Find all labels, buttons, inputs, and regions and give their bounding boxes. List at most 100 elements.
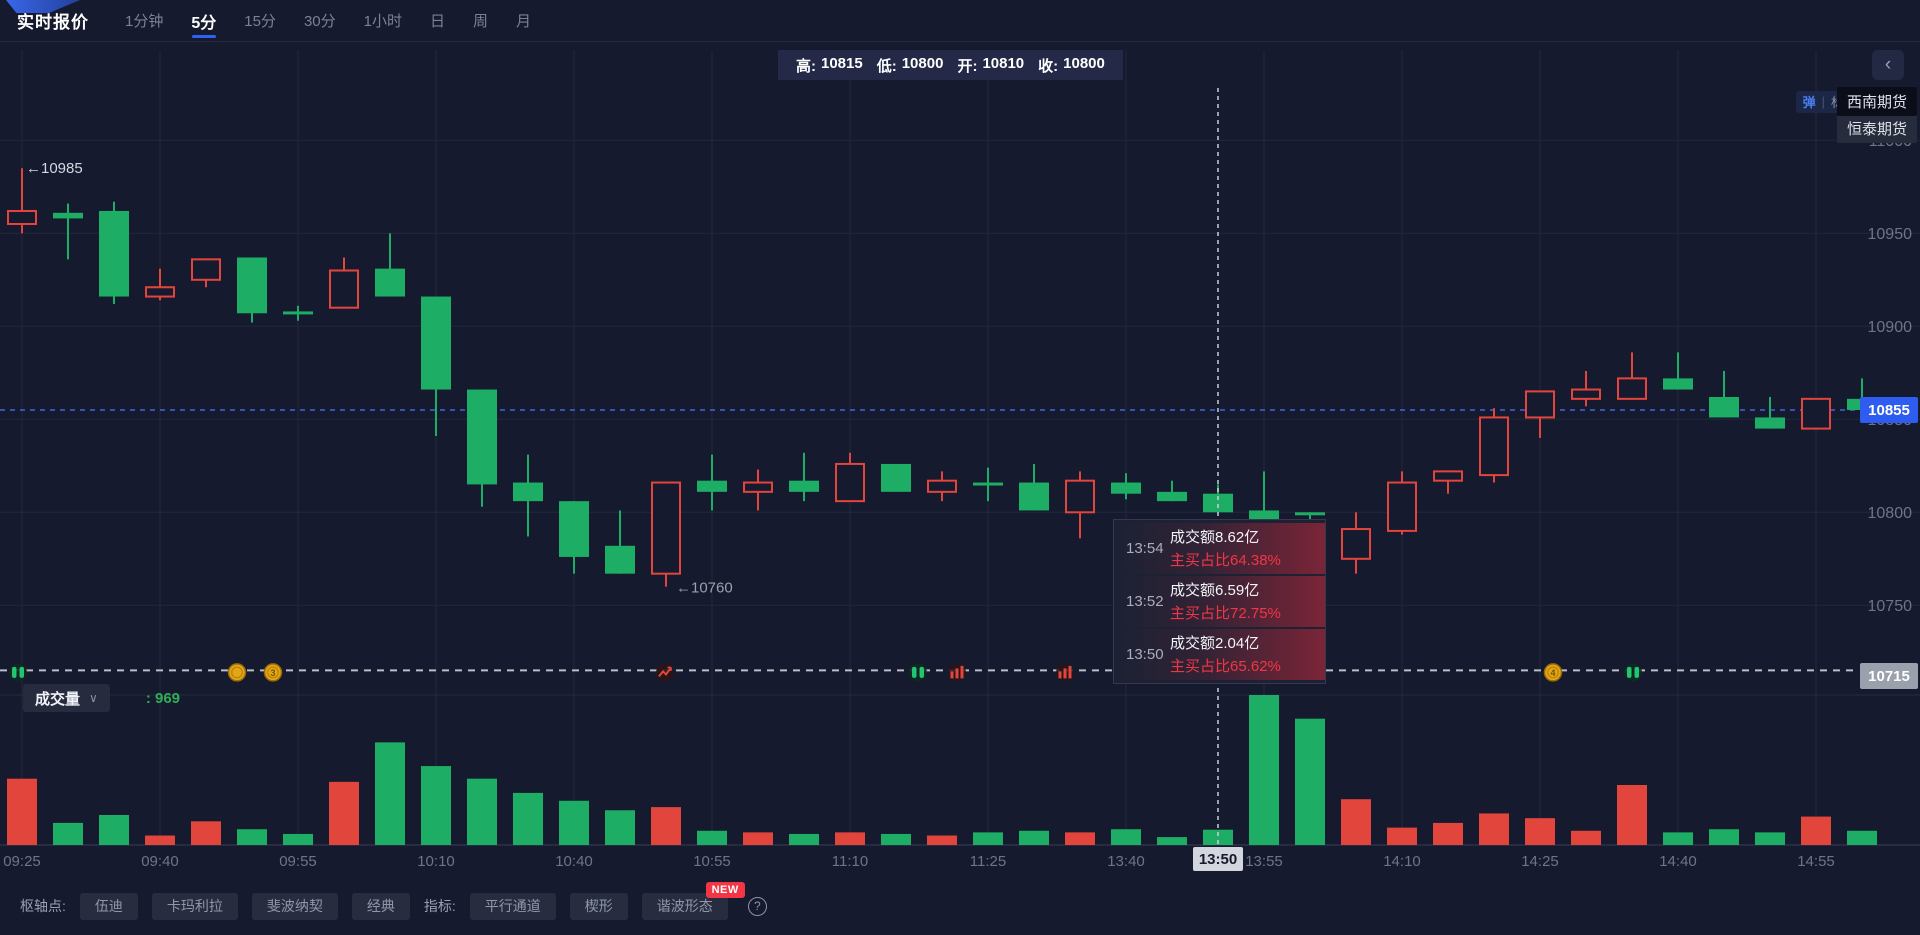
volume-bar[interactable] <box>375 742 405 845</box>
candle[interactable] <box>99 210 129 297</box>
candle[interactable] <box>743 481 773 493</box>
marker-gold-coin[interactable] <box>227 663 247 682</box>
indicator-button-0[interactable]: 平行通道 <box>469 892 556 920</box>
candle[interactable] <box>145 286 175 298</box>
candle[interactable] <box>789 480 819 492</box>
candle[interactable] <box>1801 397 1831 430</box>
volume-bar[interactable] <box>1065 832 1095 845</box>
tab-timeframe-2[interactable]: 15分 <box>244 13 276 30</box>
tab-timeframe-5[interactable]: 日 <box>429 13 445 30</box>
candle[interactable] <box>1709 396 1739 418</box>
candle[interactable] <box>467 389 497 485</box>
candle[interactable] <box>605 545 635 574</box>
volume-bar[interactable] <box>743 832 773 845</box>
pivot-button-0[interactable]: 伍迪 <box>79 892 138 920</box>
volume-bar[interactable] <box>1755 832 1785 845</box>
help-icon[interactable]: ? <box>747 896 767 916</box>
volume-bar[interactable] <box>559 800 589 845</box>
marker-green-bars[interactable] <box>1624 663 1642 682</box>
volume-bar[interactable] <box>1387 827 1417 845</box>
volume-bar[interactable] <box>1847 830 1877 845</box>
volume-bar[interactable] <box>99 815 129 845</box>
volume-bar[interactable] <box>145 835 175 845</box>
candle[interactable] <box>1525 390 1555 419</box>
broker-label-1[interactable]: 西南期货 <box>1836 87 1917 116</box>
candle[interactable] <box>973 482 1003 486</box>
volume-bar[interactable] <box>513 792 543 845</box>
candle[interactable] <box>1065 479 1095 514</box>
volume-bar[interactable] <box>1433 822 1463 845</box>
candle[interactable] <box>1203 493 1233 513</box>
volume-bar[interactable] <box>191 821 221 845</box>
volume-bar[interactable] <box>927 835 957 845</box>
candle[interactable] <box>1617 377 1647 400</box>
candle[interactable] <box>53 212 83 219</box>
candle[interactable] <box>1571 388 1601 400</box>
volume-bar[interactable] <box>697 830 727 845</box>
candle[interactable] <box>1433 470 1463 482</box>
tab-timeframe-6[interactable]: 周 <box>472 13 488 30</box>
volume-bar[interactable] <box>973 832 1003 845</box>
volume-indicator-button[interactable]: 成交量 ∨ <box>23 684 110 712</box>
volume-bar[interactable] <box>835 832 865 845</box>
volume-bar[interactable] <box>1571 830 1601 845</box>
candle[interactable] <box>1479 416 1509 477</box>
marker-green-bars[interactable] <box>9 663 27 682</box>
tab-timeframe-0[interactable]: 1分钟 <box>125 13 164 30</box>
candle[interactable] <box>191 258 221 281</box>
pivot-button-3[interactable]: 经典 <box>351 892 410 920</box>
volume-bar[interactable] <box>283 833 313 845</box>
volume-bar[interactable] <box>1295 718 1325 845</box>
volume-bar[interactable] <box>1479 813 1509 845</box>
volume-bar[interactable] <box>53 822 83 845</box>
volume-bar[interactable] <box>1019 830 1049 845</box>
tab-timeframe-3[interactable]: 30分 <box>303 13 336 30</box>
candle[interactable] <box>375 268 405 297</box>
candle[interactable] <box>559 501 589 557</box>
candle[interactable] <box>881 463 911 492</box>
indicator-button-2[interactable]: 谐波形态 NEW <box>641 881 745 920</box>
candle[interactable] <box>1663 378 1693 390</box>
indicator-button-1[interactable]: 楔形 <box>569 892 628 920</box>
candle[interactable] <box>1387 481 1417 532</box>
candle[interactable] <box>1341 528 1371 560</box>
marker-gold-coin[interactable]: 3 <box>263 663 283 682</box>
candle[interactable] <box>1755 417 1785 429</box>
volume-bar[interactable] <box>1709 829 1739 845</box>
volume-bar[interactable] <box>1111 829 1141 845</box>
candle[interactable] <box>651 481 681 575</box>
volume-bar[interactable] <box>329 781 359 845</box>
marker-red-bars[interactable] <box>948 663 966 682</box>
volume-bar[interactable] <box>421 766 451 845</box>
tab-timeframe-4[interactable]: 1小时 <box>363 13 402 30</box>
volume-bar[interactable] <box>1617 785 1647 845</box>
volume-bar[interactable] <box>1249 695 1279 845</box>
marker-red-trend[interactable] <box>656 663 674 682</box>
marker-green-bars[interactable] <box>909 663 927 682</box>
pivot-button-1[interactable]: 卡玛利拉 <box>151 892 238 920</box>
volume-bar[interactable] <box>1157 837 1187 845</box>
candle[interactable] <box>1295 512 1325 516</box>
candle[interactable] <box>7 209 37 225</box>
collapse-panel-button[interactable]: ‹ <box>1872 50 1904 80</box>
candle[interactable] <box>697 480 727 492</box>
volume-bar[interactable] <box>651 807 681 845</box>
volume-bar[interactable] <box>1525 818 1555 845</box>
marker-red-bars[interactable] <box>1056 663 1074 682</box>
volume-bar[interactable] <box>7 778 37 845</box>
candle[interactable] <box>1157 491 1187 502</box>
volume-bar[interactable] <box>237 829 267 845</box>
broker-label-2[interactable]: 恒泰期货 <box>1836 114 1917 143</box>
volume-bar[interactable] <box>467 778 497 845</box>
volume-bar[interactable] <box>605 810 635 845</box>
candle[interactable] <box>1111 482 1141 494</box>
candle[interactable] <box>835 462 865 503</box>
volume-bar[interactable] <box>789 833 819 845</box>
volume-bar[interactable] <box>1663 832 1693 845</box>
volume-bar[interactable] <box>1341 799 1371 845</box>
candle[interactable] <box>513 482 543 502</box>
volume-bar[interactable] <box>1801 816 1831 845</box>
marker-gold-coin[interactable]: 4 <box>1543 663 1563 682</box>
tab-timeframe-1[interactable]: 5分 <box>191 0 216 41</box>
candle[interactable] <box>237 257 267 314</box>
